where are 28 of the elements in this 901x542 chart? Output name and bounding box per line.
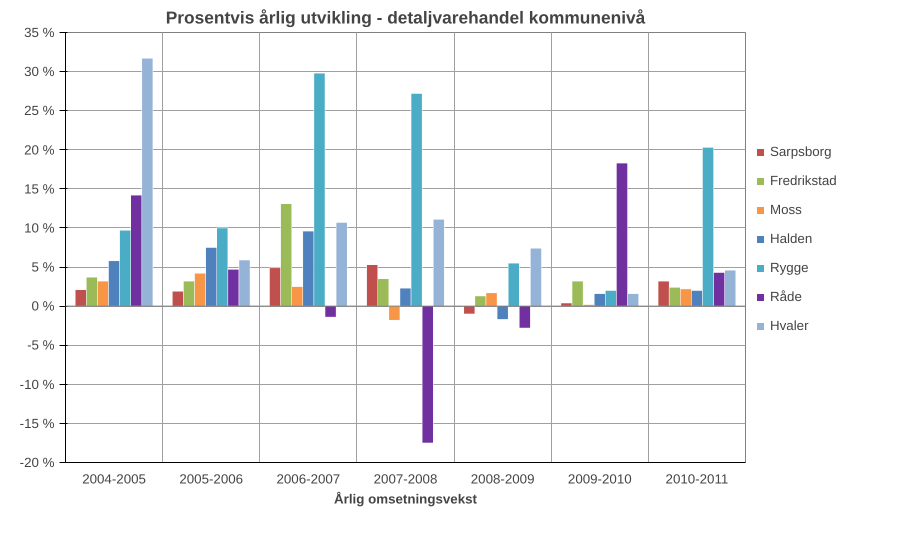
- legend-label: Råde: [770, 289, 802, 304]
- x-tick-label: 2004-2005: [82, 472, 146, 486]
- y-tick-label: 35 %: [24, 25, 55, 40]
- x-axis-title: Årlig omsetningsvekst: [334, 492, 478, 506]
- y-tick-label: 15 %: [24, 181, 55, 196]
- y-tick-label: -15 %: [20, 416, 55, 431]
- y-tick-label: 10 %: [24, 220, 55, 236]
- x-tick-label: 2008-2009: [470, 472, 535, 486]
- legend-label: Halden: [770, 231, 812, 246]
- legend-label: Rygge: [770, 260, 809, 275]
- x-tick-label: 2007-2008: [374, 472, 438, 486]
- legend-label: Sarpsborg: [770, 144, 832, 159]
- legend-label: Hvaler: [770, 318, 809, 333]
- x-tick-label: 2009-2010: [568, 472, 632, 486]
- x-tick-label: 2005-2006: [179, 472, 244, 486]
- y-tick-label: 20 %: [24, 142, 55, 158]
- y-tick-label: -5 %: [27, 338, 55, 353]
- chart-title: Prosentvis årlig utvikling - detaljvarehandel kommunenivå: [166, 8, 646, 28]
- legend-label: Fredrikstad: [770, 173, 837, 188]
- y-tick-label: 30 %: [24, 64, 55, 80]
- y-tick-label: -10 %: [20, 376, 55, 392]
- y-tick-label: 0 %: [32, 298, 55, 314]
- y-tick-label: 5 %: [32, 260, 55, 275]
- x-tick-label: 2010-2011: [666, 472, 728, 486]
- y-tick-label: -20 %: [20, 455, 55, 470]
- y-tick-label: 25 %: [24, 103, 55, 118]
- legend-label: Moss: [770, 202, 802, 217]
- x-tick-label: 2006-2007: [276, 472, 340, 486]
